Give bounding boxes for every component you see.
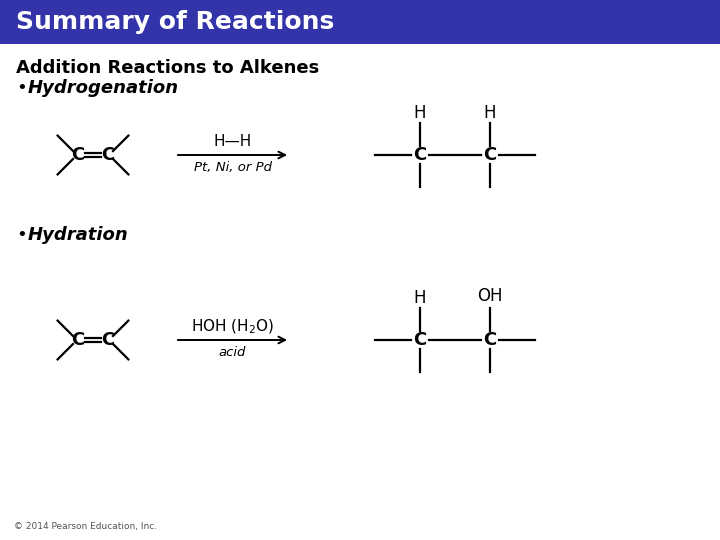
Text: H: H — [484, 104, 496, 122]
Text: C: C — [102, 331, 114, 349]
Text: C: C — [71, 331, 85, 349]
Text: Hydrogenation: Hydrogenation — [28, 79, 179, 97]
Text: Addition Reactions to Alkenes: Addition Reactions to Alkenes — [16, 59, 319, 77]
Text: Hydration: Hydration — [28, 226, 129, 244]
Text: C: C — [413, 146, 427, 164]
Text: HOH (H$_2$O): HOH (H$_2$O) — [191, 318, 274, 336]
Text: •: • — [16, 226, 27, 244]
Text: Pt, Ni, or Pd: Pt, Ni, or Pd — [194, 161, 271, 174]
Text: H: H — [414, 289, 426, 307]
Text: C: C — [483, 331, 497, 349]
Bar — [0, 0, 720, 44]
Text: © 2014 Pearson Education, Inc.: © 2014 Pearson Education, Inc. — [14, 522, 157, 530]
Text: C: C — [71, 146, 85, 164]
Text: C: C — [102, 146, 114, 164]
Text: C: C — [483, 146, 497, 164]
Text: C: C — [413, 331, 427, 349]
Text: acid: acid — [219, 347, 246, 360]
Text: H—H: H—H — [213, 134, 251, 150]
Text: Summary of Reactions: Summary of Reactions — [16, 10, 334, 34]
Text: OH: OH — [477, 287, 503, 305]
Text: •: • — [16, 79, 27, 97]
Text: H: H — [414, 104, 426, 122]
